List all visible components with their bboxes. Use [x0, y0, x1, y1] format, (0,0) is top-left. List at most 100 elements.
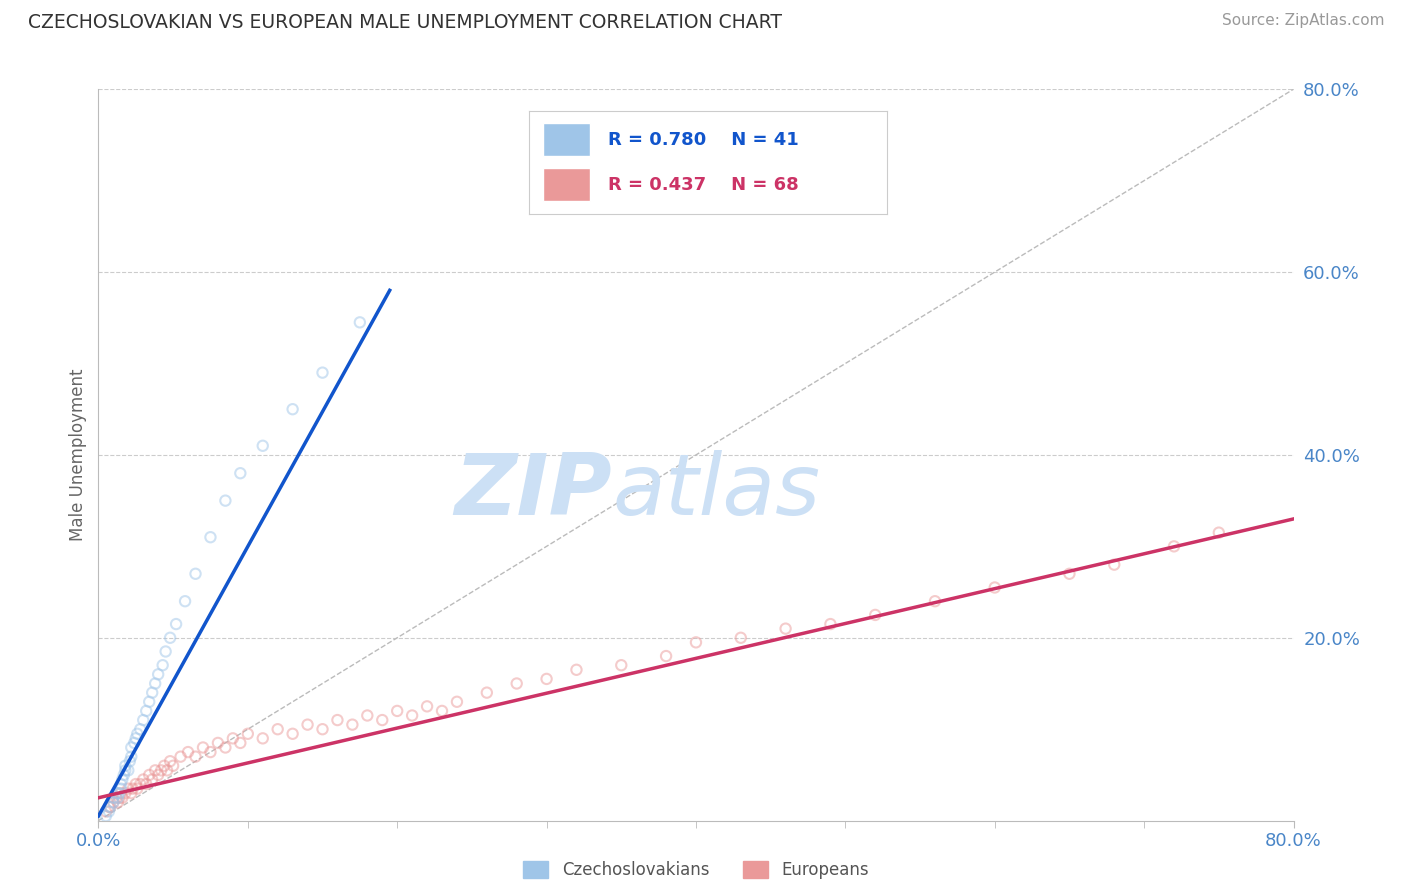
Point [1163, 539, 1185, 553]
Point [297, 717, 319, 731]
Point [132, 772, 155, 787]
Legend: Czechoslovakians, Europeans: Czechoslovakians, Europeans [517, 854, 875, 886]
Point [110, 781, 132, 796]
Point [236, 727, 259, 741]
Point [252, 731, 274, 746]
Point [267, 723, 290, 737]
Point [111, 790, 134, 805]
Point [207, 736, 229, 750]
Point [100, 800, 122, 814]
FancyBboxPatch shape [543, 169, 589, 202]
Point [143, 676, 166, 690]
Point [430, 704, 453, 718]
Point [281, 402, 304, 417]
Point [685, 635, 707, 649]
Point [120, 786, 142, 800]
Point [165, 617, 187, 632]
Point [117, 781, 139, 796]
Point [356, 708, 378, 723]
Point [349, 315, 371, 329]
Point [135, 777, 157, 791]
Point [159, 754, 181, 768]
Point [114, 758, 136, 772]
Point [1104, 558, 1126, 572]
Point [103, 796, 125, 810]
Point [138, 695, 160, 709]
Point [214, 740, 236, 755]
Point [775, 622, 797, 636]
Point [135, 704, 157, 718]
Text: R = 0.780    N = 41: R = 0.780 N = 41 [607, 131, 799, 149]
Text: Source: ZipAtlas.com: Source: ZipAtlas.com [1222, 13, 1385, 29]
Point [214, 493, 236, 508]
Point [108, 786, 131, 800]
Text: atlas: atlas [613, 450, 820, 533]
Point [536, 672, 558, 686]
Point [129, 723, 152, 737]
Point [184, 566, 207, 581]
Point [100, 800, 122, 814]
Point [105, 786, 128, 800]
Point [105, 790, 128, 805]
Point [121, 781, 143, 796]
Point [108, 790, 131, 805]
Point [138, 768, 160, 782]
Point [475, 685, 498, 699]
Point [132, 713, 155, 727]
Point [326, 713, 349, 727]
Point [112, 768, 135, 782]
Y-axis label: Male Unemployment: Male Unemployment [69, 368, 87, 541]
Point [385, 704, 409, 718]
Point [159, 631, 181, 645]
Point [150, 764, 173, 778]
Point [446, 695, 468, 709]
Point [174, 594, 197, 608]
Point [94, 809, 117, 823]
Point [120, 740, 142, 755]
Text: ZIP: ZIP [454, 450, 613, 533]
Point [610, 658, 633, 673]
Point [148, 667, 170, 681]
Point [127, 781, 149, 796]
Point [1059, 566, 1081, 581]
Point [222, 731, 245, 746]
Point [153, 758, 176, 772]
Point [141, 685, 163, 699]
Point [655, 649, 678, 664]
Point [162, 758, 184, 772]
Point [156, 764, 179, 778]
Point [114, 786, 136, 800]
Point [506, 676, 529, 690]
Text: CZECHOSLOVAKIAN VS EUROPEAN MALE UNEMPLOYMENT CORRELATION CHART: CZECHOSLOVAKIAN VS EUROPEAN MALE UNEMPLO… [28, 13, 782, 32]
Point [110, 777, 132, 791]
Point [924, 594, 946, 608]
Point [200, 530, 222, 544]
Point [103, 796, 125, 810]
Point [94, 805, 117, 819]
Point [184, 749, 207, 764]
Point [114, 764, 136, 778]
Point [416, 699, 439, 714]
Point [252, 439, 274, 453]
Point [148, 768, 170, 782]
Point [281, 727, 304, 741]
Point [984, 581, 1007, 595]
Point [865, 607, 887, 622]
FancyBboxPatch shape [543, 123, 589, 156]
Point [125, 731, 148, 746]
Point [152, 658, 174, 673]
Point [342, 717, 364, 731]
Point [127, 727, 149, 741]
Point [103, 790, 125, 805]
Point [129, 777, 152, 791]
Point [141, 772, 163, 787]
Text: R = 0.437    N = 68: R = 0.437 N = 68 [607, 176, 799, 194]
Point [97, 805, 120, 819]
Point [371, 713, 394, 727]
Point [107, 796, 129, 810]
Point [311, 366, 333, 380]
Point [169, 749, 191, 764]
Point [118, 754, 141, 768]
Point [1208, 525, 1230, 540]
Point [311, 723, 333, 737]
